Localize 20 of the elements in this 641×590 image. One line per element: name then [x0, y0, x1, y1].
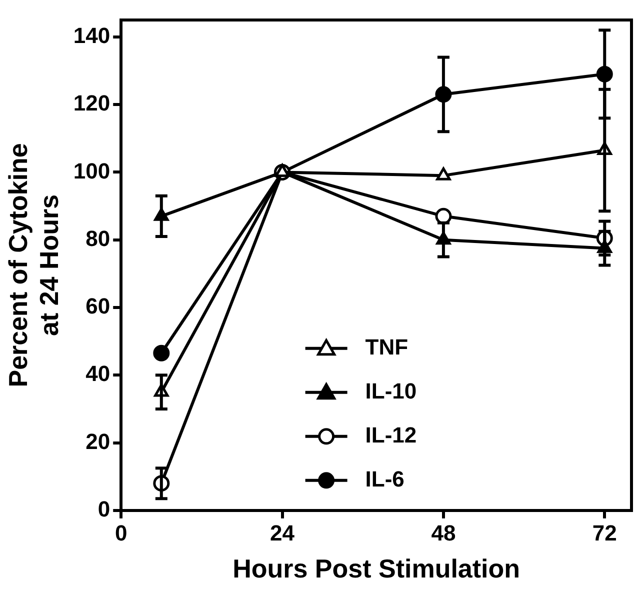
legend-label: IL-12	[365, 422, 417, 448]
point	[435, 208, 452, 224]
y-tick-label: 0	[98, 496, 110, 522]
x-tick-label: 72	[592, 520, 617, 546]
y-tick-label: 140	[73, 22, 110, 48]
y-tick-label: 40	[86, 361, 110, 386]
legend-label: IL-6	[365, 466, 404, 492]
y-tick-label: 120	[73, 90, 110, 116]
point	[436, 167, 451, 180]
legend-label: TNF	[365, 334, 408, 360]
y-tick-label: 80	[86, 226, 110, 251]
y-tick-label: 100	[73, 158, 110, 184]
x-tick-label: 24	[270, 520, 296, 546]
y-axis-title: Percent of Cytokine at 24 Hours	[2, 143, 64, 388]
y-tick-label: 60	[86, 294, 110, 319]
legend-label: IL-10	[365, 378, 417, 404]
y-tick-label: 20	[86, 428, 110, 454]
x-tick-label: 0	[114, 520, 128, 546]
x-axis-title: Hours Post Stimulation	[232, 554, 520, 584]
x-tick-label: 48	[431, 520, 456, 546]
